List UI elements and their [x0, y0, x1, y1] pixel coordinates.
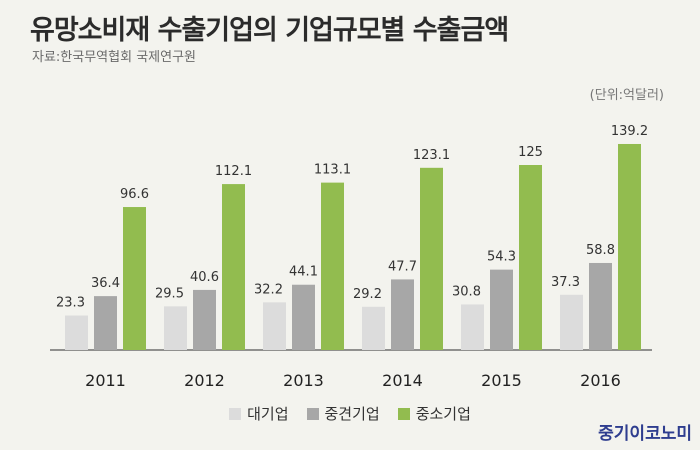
data-label-mid-2015: 54.3: [487, 250, 516, 265]
legend-label-large: 대기업: [247, 405, 289, 423]
data-label-sme-2012: 112.1: [215, 164, 252, 179]
data-label-sme-2015: 125: [518, 145, 543, 160]
data-label-large-2011: 23.3: [56, 296, 85, 311]
bar-mid-2012: [193, 289, 216, 350]
data-label-large-2016: 37.3: [551, 275, 580, 290]
bar-sme-2013: [321, 182, 344, 350]
legend-swatch-sme: [397, 407, 410, 420]
legend-label-mid: 중견기업: [324, 405, 380, 423]
bar-sme-2014: [420, 167, 443, 350]
data-label-sme-2013: 113.1: [314, 163, 351, 178]
x-tick-label-2011: 2011: [85, 371, 126, 390]
bar-sme-2015: [519, 165, 542, 350]
data-label-large-2013: 32.2: [254, 282, 283, 297]
bar-mid-2014: [391, 279, 414, 350]
legend-label-sme: 중소기업: [415, 405, 471, 423]
data-label-sme-2011: 96.6: [120, 187, 149, 202]
data-label-sme-2014: 123.1: [413, 148, 450, 163]
bar-large-2014: [362, 306, 385, 350]
data-label-mid-2013: 44.1: [289, 265, 318, 280]
x-tick-label-2014: 2014: [382, 371, 423, 390]
brand-logo: 중기이코노미: [598, 424, 692, 444]
unit-label: (단위:억달러): [589, 88, 664, 103]
x-tick-label-2015: 2015: [481, 371, 522, 390]
legend-swatch-large: [229, 407, 242, 420]
bar-mid-2011: [94, 296, 117, 350]
bar-sme-2011: [123, 207, 146, 350]
bar-sme-2012: [222, 184, 245, 350]
data-label-large-2015: 30.8: [452, 284, 481, 299]
bar-large-2011: [65, 315, 88, 350]
x-tick-label-2016: 2016: [580, 371, 621, 390]
data-label-mid-2016: 58.8: [586, 243, 615, 258]
legend-item-mid: 중견기업: [306, 403, 380, 424]
legend-swatch-mid: [306, 407, 319, 420]
data-label-large-2012: 29.5: [155, 286, 184, 301]
chart-title: 유망소비재 수출기업의 기업규모별 수출금액: [30, 15, 509, 46]
bar-large-2013: [263, 302, 286, 350]
legend-item-large: 대기업: [229, 403, 289, 424]
source-note: 자료:한국무역협회 국제연구원: [32, 50, 196, 65]
bar-mid-2013: [292, 284, 315, 350]
x-tick-label-2013: 2013: [283, 371, 324, 390]
legend-item-sme: 중소기업: [397, 403, 471, 424]
bar-sme-2016: [618, 143, 641, 350]
x-tick-label-2012: 2012: [184, 371, 225, 390]
legend: 대기업 중견기업 중소기업: [0, 403, 700, 424]
data-label-mid-2011: 36.4: [91, 276, 120, 291]
bar-large-2012: [164, 306, 187, 350]
data-label-mid-2014: 47.7: [388, 259, 417, 274]
bar-large-2016: [560, 294, 583, 350]
bar-mid-2015: [490, 269, 513, 350]
data-label-mid-2012: 40.6: [190, 270, 219, 285]
data-label-sme-2016: 139.2: [611, 124, 648, 139]
bar-mid-2016: [589, 262, 612, 350]
data-label-large-2014: 29.2: [353, 287, 382, 302]
bar-large-2015: [461, 304, 484, 350]
